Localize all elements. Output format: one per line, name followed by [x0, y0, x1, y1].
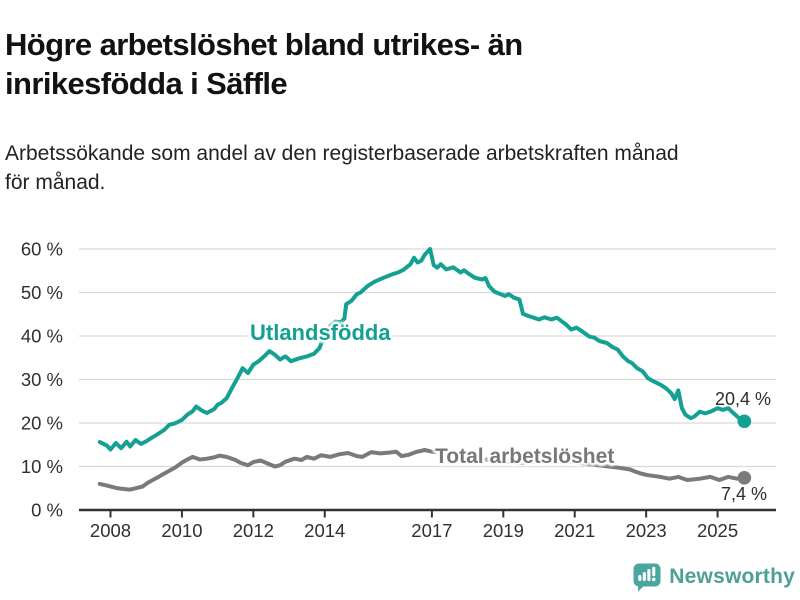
svg-text:2014: 2014	[304, 520, 345, 541]
y-axis-labels: 0 % 10 % 20 % 30 % 40 % 50 % 60 %	[21, 239, 63, 521]
page-title: Högre arbetslöshet bland utrikes- än inr…	[5, 26, 523, 101]
svg-text:2012: 2012	[233, 520, 274, 541]
newsworthy-bar-chart-bubble-icon	[633, 563, 661, 592]
gridlines	[79, 248, 776, 468]
end-value-label-utlandsfodda: 20,4 %	[714, 389, 771, 409]
svg-text:40 %: 40 %	[21, 326, 63, 347]
svg-text:10 %: 10 %	[21, 456, 63, 477]
x-axis: 2008 2010 2012 2014 2017 2019 2021 2023 2025	[79, 508, 776, 541]
end-value-label-total: 7,4 %	[720, 484, 767, 504]
series-label-total-arbetsloshet: Total arbetslöshet	[435, 445, 615, 468]
svg-text:2010: 2010	[161, 520, 202, 541]
svg-text:2025: 2025	[697, 520, 738, 541]
svg-text:2017: 2017	[411, 520, 452, 541]
series-line-utlandsf-dda	[97, 247, 747, 452]
svg-text:50 %: 50 %	[21, 282, 63, 303]
svg-text:0 %: 0 %	[31, 500, 63, 521]
svg-text:2019: 2019	[483, 520, 524, 541]
newsworthy-logo: Newsworthy	[632, 562, 795, 592]
svg-text:30 %: 30 %	[21, 369, 63, 390]
chart-subtitle: Arbetssökande som andel av den registerb…	[5, 142, 679, 194]
svg-text:20 %: 20 %	[21, 413, 63, 434]
series-end-dot	[737, 414, 752, 429]
svg-text:2023: 2023	[626, 520, 667, 541]
series-line-total-arbetsl-shet	[97, 448, 747, 492]
svg-text:60 %: 60 %	[21, 239, 63, 260]
svg-text:2021: 2021	[554, 520, 595, 541]
series-label-utlandsfodda: Utlandsfödda	[250, 320, 391, 345]
newsworthy-logo-text: Newsworthy	[669, 565, 795, 588]
svg-text:2008: 2008	[90, 520, 131, 541]
series-end-dot	[737, 471, 752, 485]
